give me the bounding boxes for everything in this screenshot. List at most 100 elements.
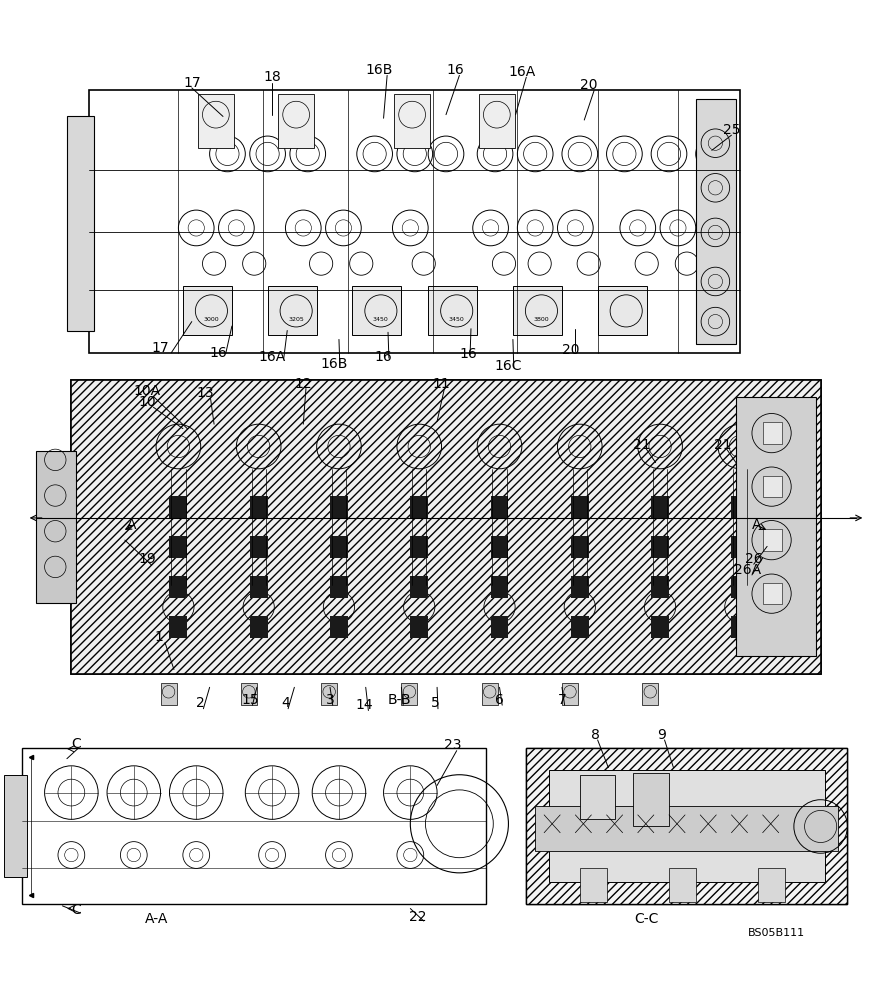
Text: 16A: 16A	[259, 350, 285, 364]
Bar	[89, 90, 740, 353]
Bar	[161, 683, 177, 705]
Bar	[169, 576, 187, 598]
Bar	[71, 380, 821, 674]
Bar	[410, 496, 428, 518]
Bar	[562, 683, 578, 705]
Bar	[250, 496, 268, 518]
Bar	[401, 683, 417, 705]
Bar	[763, 476, 782, 497]
Bar	[330, 576, 348, 598]
Bar	[394, 94, 430, 148]
Bar	[67, 116, 94, 331]
Bar	[479, 94, 515, 148]
Text: 3205: 3205	[288, 317, 304, 322]
Bar	[758, 868, 785, 902]
Bar	[526, 748, 847, 904]
Bar	[330, 536, 348, 558]
Text: A: A	[128, 518, 136, 532]
Text: 21: 21	[714, 438, 731, 452]
Bar	[763, 583, 782, 604]
Text: A-A: A-A	[145, 912, 168, 926]
Bar	[571, 576, 589, 598]
Text: 26A: 26A	[734, 563, 761, 577]
Bar	[183, 286, 232, 335]
Text: 3: 3	[326, 693, 334, 707]
Bar	[428, 286, 477, 335]
Bar	[330, 496, 348, 518]
Bar	[651, 616, 669, 638]
Bar	[763, 422, 782, 444]
Bar	[535, 806, 838, 851]
Bar	[278, 94, 314, 148]
Bar	[491, 616, 508, 638]
Text: 17: 17	[152, 341, 169, 355]
Bar	[250, 616, 268, 638]
Bar	[410, 536, 428, 558]
Text: 23: 23	[444, 738, 462, 752]
Text: 14: 14	[355, 698, 373, 712]
Text: 16A: 16A	[508, 65, 535, 79]
Text: 13: 13	[196, 386, 214, 400]
Text: 20: 20	[580, 78, 598, 92]
Bar	[482, 683, 498, 705]
Text: 3450: 3450	[449, 317, 465, 322]
Bar	[241, 683, 257, 705]
Bar	[169, 616, 187, 638]
Text: C-C: C-C	[634, 912, 659, 926]
Bar	[651, 576, 669, 598]
Bar	[571, 616, 589, 638]
Text: 16: 16	[446, 63, 464, 77]
Bar	[571, 536, 589, 558]
Bar	[491, 536, 508, 558]
Bar	[268, 286, 317, 335]
Bar	[330, 616, 348, 638]
Bar	[22, 748, 486, 904]
Text: 20: 20	[562, 343, 580, 357]
Text: C: C	[71, 737, 80, 751]
Bar	[651, 536, 669, 558]
Text: 8: 8	[591, 728, 600, 742]
Text: A: A	[752, 518, 761, 532]
Text: 22: 22	[409, 910, 426, 924]
Bar	[36, 451, 76, 603]
Bar	[731, 616, 749, 638]
Bar	[580, 775, 615, 819]
Bar	[198, 94, 234, 148]
Text: 18: 18	[263, 70, 281, 84]
Text: 12: 12	[294, 377, 312, 391]
Bar	[651, 496, 669, 518]
Bar	[731, 576, 749, 598]
Text: 11: 11	[433, 377, 450, 391]
Bar	[250, 536, 268, 558]
Text: 6: 6	[495, 693, 504, 707]
Bar	[633, 773, 669, 826]
Text: 3000: 3000	[203, 317, 219, 322]
Bar	[731, 536, 749, 558]
Bar	[410, 616, 428, 638]
Bar	[4, 775, 27, 877]
Text: 17: 17	[183, 76, 201, 90]
Text: 10: 10	[138, 395, 156, 409]
Text: 10A: 10A	[134, 384, 161, 398]
Bar	[642, 683, 658, 705]
Text: 1: 1	[154, 630, 163, 644]
Text: 16B: 16B	[366, 63, 392, 77]
Text: 19: 19	[138, 552, 156, 566]
Text: C: C	[71, 903, 80, 917]
Bar	[250, 576, 268, 598]
Bar	[352, 286, 401, 335]
Text: 26: 26	[745, 552, 763, 566]
Text: 15: 15	[241, 693, 259, 707]
Text: 5: 5	[431, 696, 440, 710]
Bar	[491, 576, 508, 598]
Bar	[696, 99, 736, 344]
Bar	[169, 536, 187, 558]
Bar	[549, 770, 825, 882]
Text: 16: 16	[210, 346, 227, 360]
Text: 3800: 3800	[533, 317, 549, 322]
Bar	[763, 529, 782, 551]
Text: 21: 21	[633, 438, 651, 452]
Bar	[526, 748, 847, 904]
Text: B-B: B-B	[388, 693, 411, 707]
Text: 16: 16	[375, 350, 392, 364]
